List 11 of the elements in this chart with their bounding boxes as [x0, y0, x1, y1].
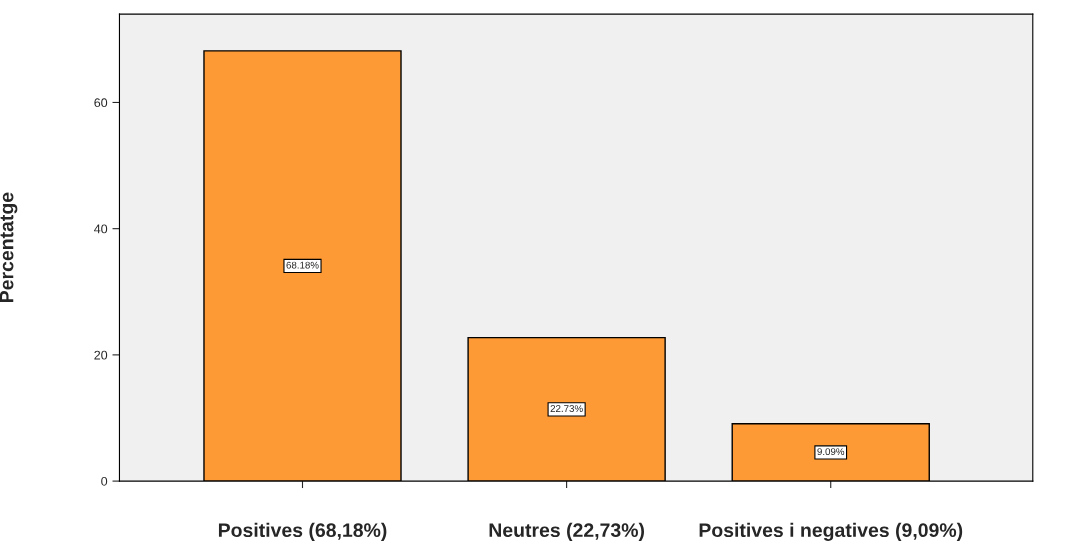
data-label: 9.09% [817, 448, 845, 456]
y-tick-label: 40 [94, 224, 108, 234]
y-tick-label: 20 [94, 350, 108, 360]
x-tick-label: Positives i negatives (9,09%) [699, 522, 963, 541]
y-tick-label: 60 [94, 98, 108, 108]
y-axis-title: Percentatge [0, 192, 18, 302]
x-tick-label: Positives (68,18%) [218, 522, 387, 541]
y-tick-label: 0 [101, 476, 108, 486]
data-label: 68.18% [286, 261, 319, 269]
data-label: 22.73% [550, 405, 583, 412]
x-tick-label: Neutres (22,73%) [489, 522, 644, 541]
